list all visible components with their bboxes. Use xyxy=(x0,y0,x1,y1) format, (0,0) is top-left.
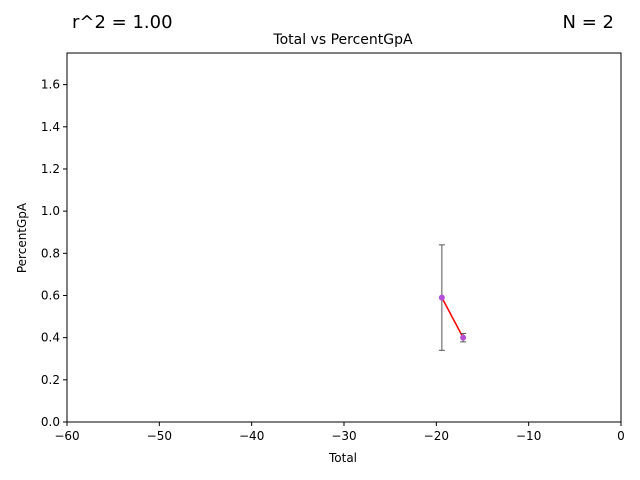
y-tick-label: 1.2 xyxy=(41,162,60,176)
data-point xyxy=(438,294,445,301)
x-axis-label: Total xyxy=(328,451,357,465)
x-tick-label: 0 xyxy=(617,429,625,443)
y-tick-label: 0.4 xyxy=(41,331,60,345)
plot-area: −60 −50 −40 −30 −20 −10 0 0.0 0.2 0.4 0.6 0.8 1.0 1.2… xyxy=(41,52,625,443)
fit-line xyxy=(441,297,464,339)
y-tick-label: 0.2 xyxy=(41,373,60,387)
data-point xyxy=(460,334,467,341)
x-tick-label: −40 xyxy=(239,429,264,443)
chart-title: Total vs PercentGpA xyxy=(272,32,413,48)
axes-frame xyxy=(66,52,622,423)
y-tick-label: 0.0 xyxy=(41,415,60,429)
y-tick-label: 0.8 xyxy=(41,246,60,260)
r-squared-label: r^2 = 1.00 xyxy=(72,12,173,33)
x-tick-label: −10 xyxy=(516,429,541,443)
y-tick-label: 1.0 xyxy=(41,204,60,218)
sample-size-label: N = 2 xyxy=(562,12,614,33)
y-tick-label: 0.6 xyxy=(41,288,60,302)
x-tick-label: −60 xyxy=(54,429,79,443)
y-tick-label: 1.6 xyxy=(41,78,60,92)
x-tick-label: −50 xyxy=(147,429,172,443)
x-tick-label: −30 xyxy=(331,429,356,443)
x-tick-label: −20 xyxy=(424,429,449,443)
y-axis-label: PercentGpA xyxy=(15,202,29,273)
y-tick-label: 1.4 xyxy=(41,120,60,134)
